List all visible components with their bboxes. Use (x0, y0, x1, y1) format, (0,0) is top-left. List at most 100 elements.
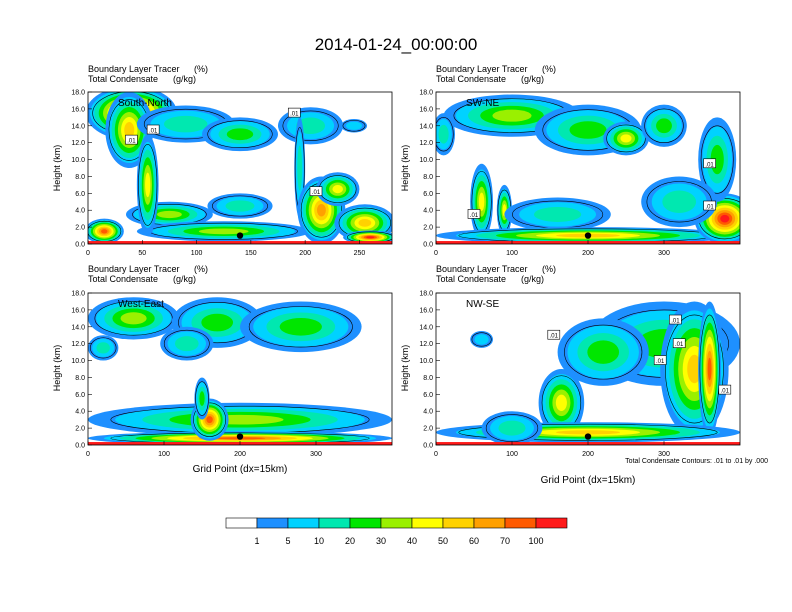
y-tick-label: 4.0 (423, 208, 433, 215)
x-tick-label: 100 (191, 250, 203, 257)
contour-label: .01 (705, 205, 714, 211)
y-tick-label: 14.0 (419, 324, 433, 331)
contour-fill-level-8 (316, 203, 326, 217)
legend-swatch (349, 517, 382, 529)
contour-fill-level-3 (225, 200, 255, 212)
contour-fill-level-4 (656, 118, 672, 134)
condensate-contour-line (138, 144, 158, 226)
y-tick-label: 8.0 (75, 174, 85, 181)
x-tick-label: 200 (234, 451, 246, 458)
y-tick-label: 10.0 (419, 157, 433, 164)
contour-fill-level-10 (366, 236, 375, 239)
panel-label: SW-NE (466, 98, 499, 109)
condensate-contour-line (163, 329, 210, 358)
contour-fill-level-3 (533, 206, 582, 222)
legend-swatch (380, 517, 413, 529)
contour-fill-level-4 (279, 317, 322, 336)
x-tick-label: 300 (310, 451, 322, 458)
condensate-contour-line (564, 324, 643, 380)
x-tick-label: 100 (506, 451, 518, 458)
contour-fill-level-4 (226, 128, 254, 141)
legend-swatch (318, 517, 351, 529)
contour-label-box (125, 134, 138, 145)
plot-frame (87, 91, 393, 245)
panel-subtitle-units: (g/kg) (521, 274, 544, 284)
panel-label: NW-SE (466, 299, 499, 310)
contour-label-box (718, 384, 732, 395)
condensate-contour-line (207, 120, 273, 149)
condensate-contour-line (606, 124, 646, 153)
y-tick-label: 0.0 (75, 242, 85, 249)
contour-fill-level-7 (687, 354, 702, 384)
y-tick-label: 0.0 (423, 443, 433, 450)
x-tick-label: 0 (434, 451, 438, 458)
contour-label: .01 (127, 139, 136, 145)
y-tick-label: 10.0 (71, 358, 85, 365)
contour-fill-level-9 (101, 229, 108, 234)
surface-band (88, 241, 392, 244)
y-tick-label: 12.0 (71, 140, 85, 147)
y-tick-label: 0.0 (75, 443, 85, 450)
y-tick-label: 16.0 (419, 106, 433, 113)
y-axis-label: Height (km) (400, 345, 410, 392)
condensate-contour-line (471, 332, 492, 347)
location-marker (236, 433, 244, 440)
x-tick-label: 300 (658, 451, 670, 458)
y-tick-label: 2.0 (75, 225, 85, 232)
condensate-contour-line (700, 125, 734, 194)
panel-nw-se: Boundary Layer Tracer (%) Total Condensa… (400, 264, 768, 486)
contour-fill-level-6 (620, 134, 632, 143)
legend-label: 5 (285, 536, 290, 546)
panel-title: Boundary Layer Tracer (436, 264, 528, 274)
x-axis-label: Grid Point (dx=15km) (541, 475, 636, 486)
contour-fill-level-4 (201, 313, 234, 332)
legend-label: 50 (438, 536, 448, 546)
contour-label-box (467, 209, 481, 219)
y-tick-label: 2.0 (75, 426, 85, 433)
x-axis-label: Grid Point (dx=15km) (193, 464, 288, 475)
panel-title: Boundary Layer Tracer (88, 64, 180, 74)
contour-fill-level-3 (438, 124, 449, 144)
panel-title-units: (%) (542, 264, 556, 274)
contour-label: .01 (705, 162, 714, 168)
condensate-contour-line (699, 314, 720, 424)
x-tick-label: 0 (434, 250, 438, 257)
y-tick-label: 14.0 (71, 324, 85, 331)
plot-area: .01 .01 .01 .01 (88, 92, 392, 244)
contour-fill-level-3 (164, 115, 208, 133)
contour-fill-level-3 (297, 145, 303, 191)
condensate-contour-line (282, 110, 339, 141)
contour-fill-level-4 (199, 391, 205, 406)
legend-label: 40 (407, 536, 417, 546)
y-tick-label: 14.0 (419, 123, 433, 130)
location-marker (584, 433, 592, 440)
panel-subtitle-units: (g/kg) (173, 74, 196, 84)
panel-south-north: Boundary Layer Tracer (%) Total Condensa… (52, 64, 393, 257)
y-tick-label: 8.0 (423, 375, 433, 382)
x-tick-label: 150 (245, 250, 257, 257)
y-tick-label: 10.0 (419, 358, 433, 365)
legend-swatch (225, 517, 258, 529)
contour-label-box (703, 200, 716, 211)
y-tick-label: 16.0 (71, 106, 85, 113)
y-tick-label: 2.0 (423, 225, 433, 232)
location-marker (584, 232, 592, 239)
y-tick-label: 18.0 (71, 291, 85, 298)
contour-fill-level-3 (174, 336, 199, 352)
color-legend: 1 5 10 20 30 40 50 60 70 100 (225, 517, 568, 546)
y-tick-label: 18.0 (71, 90, 85, 97)
y-tick-label: 12.0 (419, 140, 433, 147)
y-tick-label: 4.0 (75, 208, 85, 215)
legend-label: 60 (469, 536, 479, 546)
panel-subtitle-units: (g/kg) (173, 274, 196, 284)
contour-fill-level-6 (332, 185, 343, 194)
contour-label-box (309, 186, 323, 196)
contour-fill-level-5 (492, 109, 532, 122)
y-tick-label: 10.0 (71, 157, 85, 164)
condensate-contour-line (89, 337, 117, 359)
contour-fill-level-6 (145, 172, 151, 198)
x-tick-label: 0 (86, 451, 90, 458)
y-tick-label: 6.0 (75, 392, 85, 399)
plot-area: .01 .01 .01 (436, 92, 740, 244)
